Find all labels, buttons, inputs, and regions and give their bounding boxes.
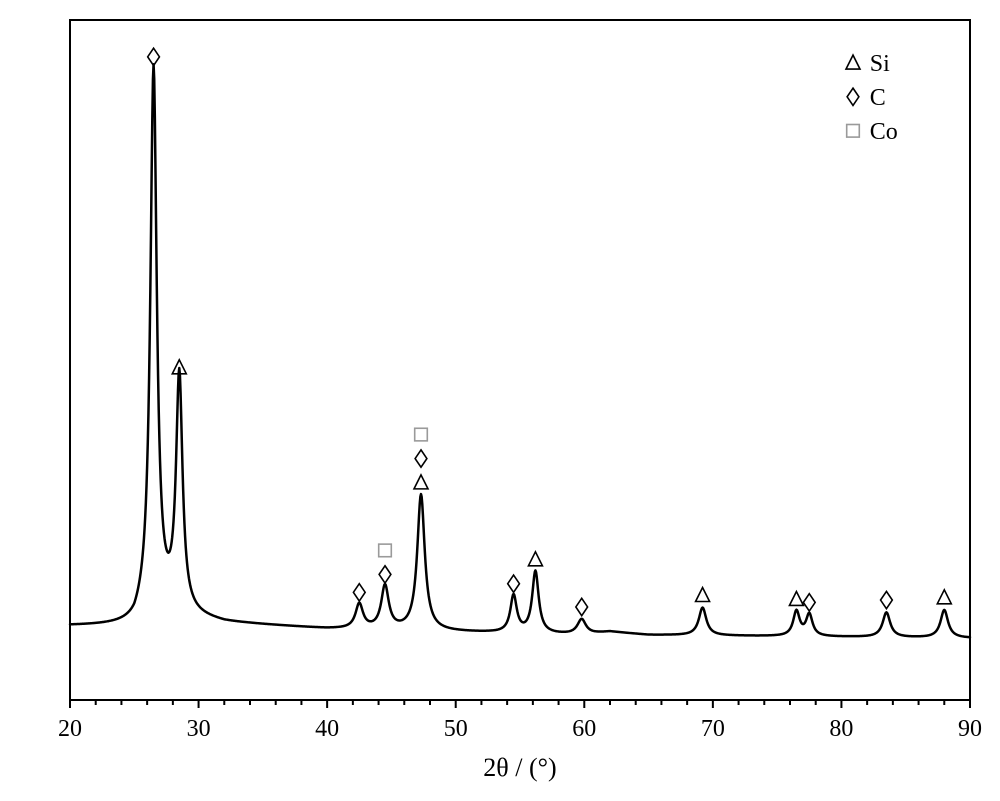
x-tick-label: 20 <box>58 716 82 742</box>
x-tick-label: 30 <box>187 716 211 742</box>
x-tick-label: 50 <box>444 716 468 742</box>
x-tick-label: 90 <box>958 716 982 742</box>
x-tick-label: 70 <box>701 716 725 742</box>
legend-label: Si <box>870 51 890 77</box>
chart-bg <box>0 0 1000 801</box>
legend-label: C <box>870 85 886 111</box>
legend-label: Co <box>870 119 898 145</box>
x-tick-label: 40 <box>315 716 339 742</box>
chart-svg: 20 30 40 50 60 70 80 90 2θ / (°) Si C Co <box>0 0 1000 801</box>
xrd-chart: 20 30 40 50 60 70 80 90 2θ / (°) Si C Co <box>0 0 1000 801</box>
x-axis-label: 2θ / (°) <box>483 753 556 782</box>
x-tick-label: 60 <box>572 716 596 742</box>
x-tick-label: 80 <box>829 716 853 742</box>
